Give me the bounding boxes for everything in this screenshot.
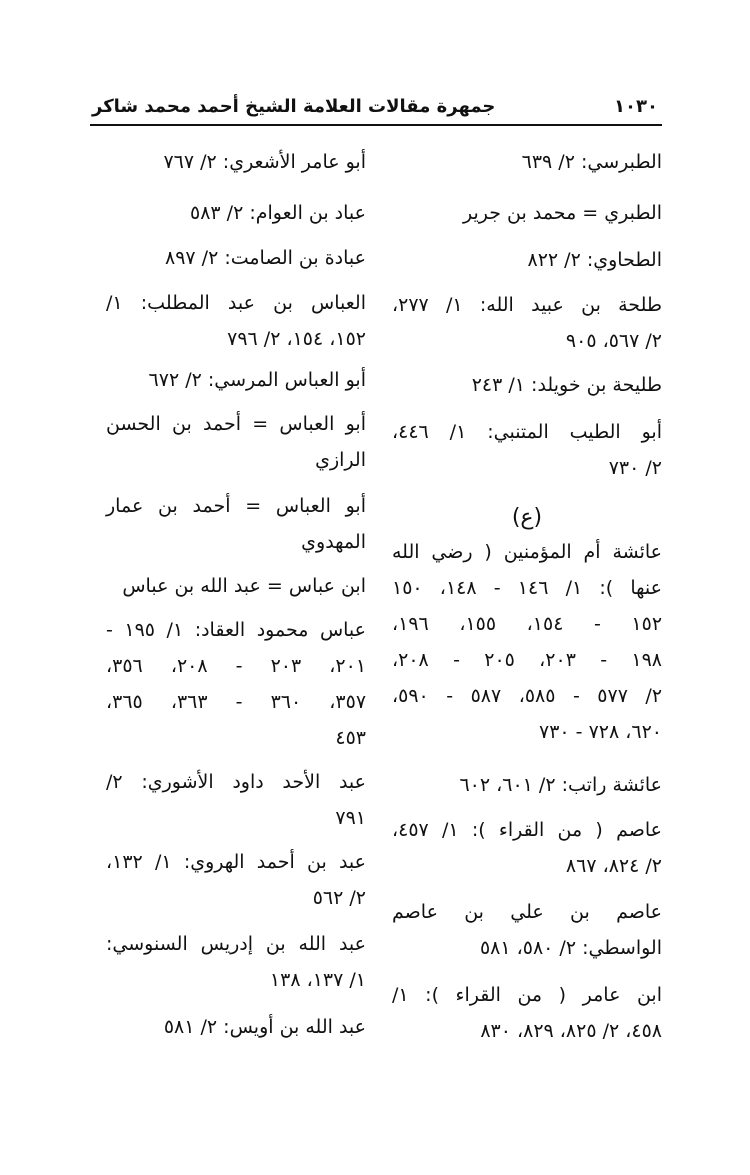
index-entry-line: أبو العباس = أحمد بن الحسن [106,413,366,435]
index-entry-line: الطبرسي: ٢/ ٦٣٩ [521,151,662,173]
page-number: ١٠٣٠ [614,96,658,117]
running-title: جمهرة مقالات العلامة الشيخ أحمد محمد شاك… [92,96,496,117]
index-entry: العباس بن عبد المطلب: ١/١٥٢، ١٥٤، ٢/ ٧٩٦ [106,285,366,357]
index-entry-line: طليحة بن خويلد: ١/ ٢٤٣ [471,374,662,396]
section-letter-heading: (ع) [392,500,662,536]
index-entry-line: ابن عباس = عبد الله بن عباس [122,575,366,597]
index-entry-line: ٣٥٧، ٣٦٠ - ٣٦٣، ٣٦٥، [106,691,367,713]
index-entry: عائشة راتب: ٢/ ٦٠١، ٦٠٢ [392,767,662,803]
index-entry: ابن عامر ( من القراء ): ١/٤٥٨، ٢/ ٨٢٥، ٨… [392,977,662,1049]
index-entry: ابن عباس = عبد الله بن عباس [106,568,366,604]
index-entry: أبو العباس = أحمد بن عمار المهدوي [106,488,366,560]
index-entry-line: ١٩٨ - ٢٠٣، ٢٠٥ - ٢٠٨، [392,649,663,671]
index-entry-line: أبو العباس المرسي: ٢/ ٦٧٢ [148,369,366,391]
index-entry-line: الطحاوي: ٢/ ٨٢٢ [527,249,663,271]
index-entry-line: ٢/ ٥٦٧، ٩٠٥ [565,330,662,352]
index-entry: أبو العباس المرسي: ٢/ ٦٧٢ [106,362,366,398]
index-entry-line: عاصم ( من القراء ): ١/ ٤٥٧، [392,819,662,841]
index-entry-line: طلحة بن عبيد الله: ١/ ٢٧٧، [392,294,662,316]
index-entry: عبادة بن الصامت: ٢/ ٨٩٧ [106,240,366,276]
index-entry: عبد الأحد داود الأشوري: ٢/٧٩١ [106,764,366,836]
index-entry: الطحاوي: ٢/ ٨٢٢ [392,242,663,278]
index-entry-line: ١٥٢ - ١٥٤، ١٥٥، ١٩٦، [392,613,663,635]
index-entry-line: ٢٠١، ٢٠٣ - ٢٠٨، ٣٥٦، [106,655,367,677]
index-entry-line: ٢/ ٨٢٤، ٨٦٧ [565,855,662,877]
index-entry-line: عبادة بن الصامت: ٢/ ٨٩٧ [164,247,366,269]
section-letter: (ع) [511,505,543,530]
index-entry: طليحة بن خويلد: ١/ ٢٤٣ [392,367,662,403]
index-entry-line: عبد بن أحمد الهروي: ١/ ١٣٢، [106,851,366,873]
index-entry-line: العباس بن عبد المطلب: ١/ [106,292,366,314]
index-entry: عباد بن العوام: ٢/ ٥٨٣ [106,195,366,231]
index-entry-line: عاصم بن علي بن عاصم [392,901,662,923]
index-entry: أبو العباس = أحمد بن الحسن الرازي [106,406,366,478]
index-entry: عبد الله بن إدريس السنوسي: ١/ ١٣٧، ١٣٨ [106,926,366,998]
index-entry: طلحة بن عبيد الله: ١/ ٢٧٧، ٢/ ٥٦٧، ٩٠٥ [392,287,662,359]
index-entry: عاصم بن علي بن عاصم الواسطي: ٢/ ٥٨٠، ٥٨١ [392,894,662,966]
index-entry-line: ١/ ١٣٧، ١٣٨ [269,969,366,991]
index-entry-line: المهدوي [301,531,366,553]
index-entry: عاصم ( من القراء ): ١/ ٤٥٧، ٢/ ٨٢٤، ٨٦٧ [392,812,662,884]
index-entry: الطبرسي: ٢/ ٦٣٩ [392,144,662,180]
index-entry-line: ٢/ ٧٣٠ [608,457,662,479]
index-entry-line: عبد الله بن أويس: ٢/ ٥٨١ [163,1016,366,1038]
index-entry: أبو عامر الأشعري: ٢/ ٧٦٧ [106,144,366,180]
index-entry-line: ابن عامر ( من القراء ): ١/ [392,984,662,1006]
index-entry: عباس محمود العقاد: ١/ ١٩٥ - ٢٠١، ٢٠٣ - ٢٠… [106,612,366,756]
index-entry: عائشة أم المؤمنين ( رضي الله عنها ): ١/ ١… [392,534,662,750]
index-entry-line: الواسطي: ٢/ ٥٨٠، ٥٨١ [479,937,662,959]
index-entry: الطبري = محمد بن جرير [392,195,662,231]
index-entry-line: ٢/ ٥٧٧ - ٥٨٥، ٥٨٧ - ٥٩٠، [392,685,663,707]
index-entry-line: أبو عامر الأشعري: ٢/ ٧٦٧ [163,151,366,173]
index-entry-line: ٢/ ٥٦٢ [312,887,366,909]
index-entry-line: ٧٩١ [335,807,366,829]
index-entry-line: الرازي [315,449,366,471]
index-entry-line: عنها ): ١/ ١٤٦ - ١٤٨، ١٥٠ [392,577,663,599]
index-entry-line: ٤٥٨، ٢/ ٨٢٥، ٨٢٩، ٨٣٠ [480,1020,662,1042]
index-entry-line: ٤٥٣ [335,727,366,749]
index-entry-line: عبد الأحد داود الأشوري: ٢/ [106,771,366,793]
index-entry-line: أبو الطيب المتنبي: ١/ ٤٤٦، [392,421,662,443]
header-rule [90,124,662,126]
index-entry-line: عائشة أم المؤمنين ( رضي الله [392,541,662,563]
index-entry-line: الطبري = محمد بن جرير [463,202,662,224]
index-entry: أبو الطيب المتنبي: ١/ ٤٤٦، ٢/ ٧٣٠ [392,414,662,486]
index-entry-line: أبو العباس = أحمد بن عمار [106,495,366,517]
index-entry: عبد الله بن أويس: ٢/ ٥٨١ [106,1009,366,1045]
index-entry-line: عبد الله بن إدريس السنوسي: [106,933,366,955]
index-entry-line: عباد بن العوام: ٢/ ٥٨٣ [190,202,366,224]
index-entry-line: ٦٢٠، ٧٢٨ - ٧٣٠ [539,721,662,743]
index-entry-line: عباس محمود العقاد: ١/ ١٩٥ - [106,619,366,641]
index-entry-line: عائشة راتب: ٢/ ٦٠١، ٦٠٢ [459,774,662,796]
index-entry-line: ١٥٢، ١٥٤، ٢/ ٧٩٦ [227,328,366,350]
index-entry: عبد بن أحمد الهروي: ١/ ١٣٢، ٢/ ٥٦٢ [106,844,366,916]
